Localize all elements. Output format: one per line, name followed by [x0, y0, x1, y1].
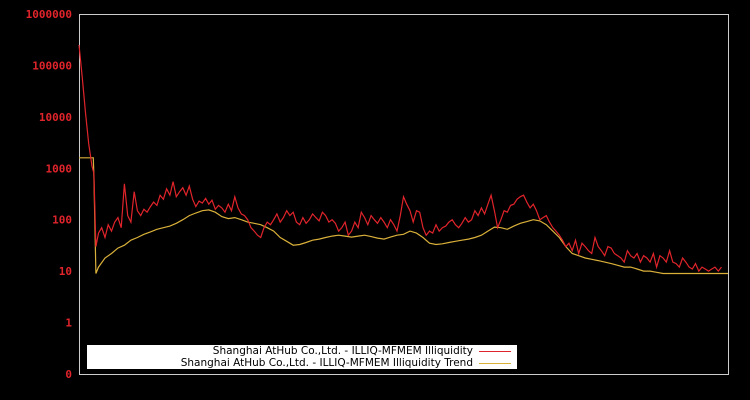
illiquidity-line	[78, 44, 722, 273]
y-tick-label: 100	[52, 214, 72, 227]
illiquidity-trend-line	[79, 157, 728, 275]
y-tick-label: 100000	[32, 59, 72, 72]
y-tick-label: 1000	[46, 162, 73, 175]
legend-swatch-yellow	[479, 362, 511, 364]
legend-swatch-red	[479, 350, 511, 352]
legend: Shanghai AtHub Co.,Ltd. - ILLIQ-MFMEM Il…	[87, 345, 517, 369]
legend-item-illiquidity: Shanghai AtHub Co.,Ltd. - ILLIQ-MFMEM Il…	[213, 345, 511, 357]
legend-item-illiquidity-trend: Shanghai AtHub Co.,Ltd. - ILLIQ-MFMEM Il…	[181, 357, 511, 369]
y-tick-label: 10000	[39, 111, 72, 124]
y-tick-label: 1000000	[26, 8, 72, 21]
legend-label: Shanghai AtHub Co.,Ltd. - ILLIQ-MFMEM Il…	[212, 345, 473, 357]
y-tick-label: 10	[59, 265, 72, 278]
y-tick-label: 1	[65, 317, 72, 330]
y-tick-label: 0	[65, 368, 72, 381]
legend-label: Shanghai AtHub Co.,Ltd. - ILLIQ-MFMEM Il…	[180, 357, 473, 369]
plot-frame	[79, 14, 729, 375]
